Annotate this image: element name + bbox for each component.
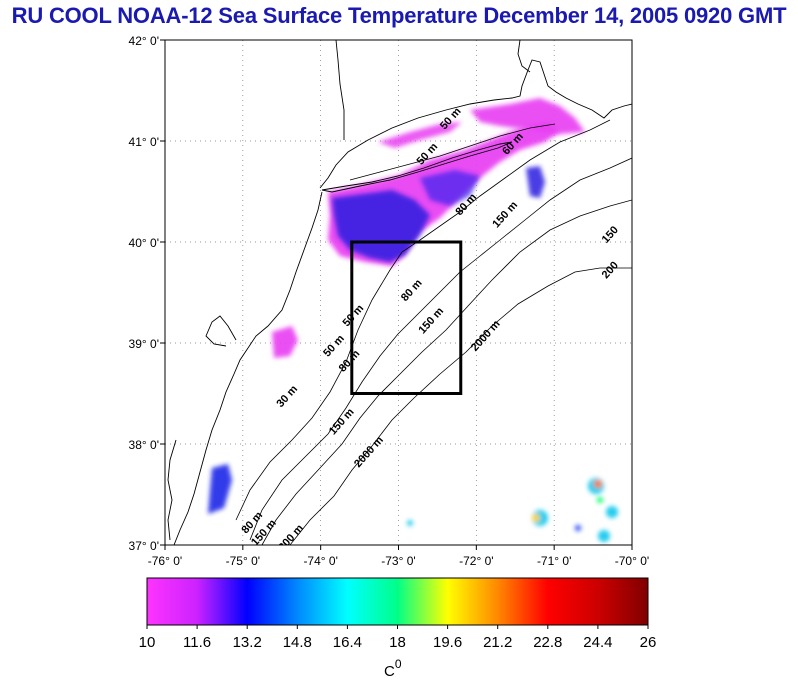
colorbar-unit-text: C — [384, 663, 395, 680]
sst-speckles-southeast — [407, 478, 618, 542]
contour-30m — [235, 119, 611, 521]
sst-patch-northeast — [470, 98, 585, 134]
colorbar-unit: C0 — [384, 657, 402, 680]
lon-tick-label: -70° 0' — [615, 554, 649, 568]
coast-delaware-bay — [205, 315, 237, 347]
colorbar — [146, 577, 649, 626]
coastline — [167, 40, 632, 545]
sst-patch-longisland — [378, 122, 462, 148]
contour-inner-lis — [349, 123, 556, 181]
lat-tick-label: 38° 0' — [129, 438, 159, 452]
sst-patch-delaware — [272, 326, 298, 358]
lat-tick-label: 41° 0' — [129, 135, 159, 149]
colorbar-tick-label: 22.8 — [533, 634, 562, 651]
colorbar-tick-label: 10 — [139, 634, 156, 651]
coast-inland-north — [517, 40, 531, 73]
colorbar-tick-label: 26 — [640, 634, 657, 651]
coast-chesapeake — [167, 439, 177, 541]
lon-tick-label: -75° 0' — [226, 554, 260, 568]
lat-tick-label: 42° 0' — [129, 34, 159, 48]
coast-new-england — [319, 59, 632, 189]
lon-tick-label: -74° 0' — [303, 554, 337, 568]
coast-long-island — [321, 141, 513, 193]
lat-tick-label: 37° 0' — [129, 539, 159, 553]
coast-hudson — [335, 40, 345, 140]
sst-imagery — [208, 98, 618, 542]
sst-patch-blue — [332, 190, 430, 262]
sst-patch-blue-mid — [420, 170, 480, 206]
sst-patch-cape — [526, 166, 545, 198]
colorbar-tick-label: 19.6 — [433, 634, 462, 651]
colorbar-ticks: 10 11.6 13.2 14.8 16.4 18 19.6 21.2 22.8 24.4 26 — [139, 625, 657, 651]
contour-80m — [249, 157, 632, 541]
colorbar-unit-superscript: 0 — [395, 657, 402, 671]
study-area-box — [350, 240, 463, 395]
colorbar-tick-label: 11.6 — [183, 634, 211, 651]
colorbar-tick-label: 21.2 — [483, 634, 512, 651]
chart-title: RU COOL NOAA-12 Sea Surface Temperature … — [11, 3, 787, 28]
colorbar-tick-label: 13.2 — [233, 634, 262, 651]
contour-2000m — [289, 267, 632, 545]
lon-tick-label: -72° 0' — [459, 554, 493, 568]
lat-tick-label: 40° 0' — [129, 236, 159, 250]
longitude-labels: -76° 0' -75° 0' -74° 0' -73° 0' -72° 0' -71° … — [148, 545, 649, 568]
lon-tick-label: -71° 0' — [537, 554, 571, 568]
coast-nj — [247, 191, 323, 349]
bathymetry-contours — [235, 119, 632, 545]
colorbar-tick-label: 18 — [389, 634, 406, 651]
coast-delmarva — [173, 347, 249, 545]
colorbar-tick-label: 14.8 — [283, 634, 312, 651]
lat-tick-label: 39° 0' — [129, 337, 159, 351]
sst-patch-chesapeake — [208, 464, 232, 514]
lon-tick-label: -76° 0' — [148, 554, 182, 568]
latitude-labels: 42° 0' 41° 0' 40° 0' 39° 0' 38° 0' 37° 0' — [129, 34, 165, 553]
colorbar-tick-label: 24.4 — [583, 634, 612, 651]
colorbar-tick-label: 16.4 — [333, 634, 362, 651]
lon-tick-label: -73° 0' — [381, 554, 415, 568]
contour-150m — [261, 199, 632, 545]
